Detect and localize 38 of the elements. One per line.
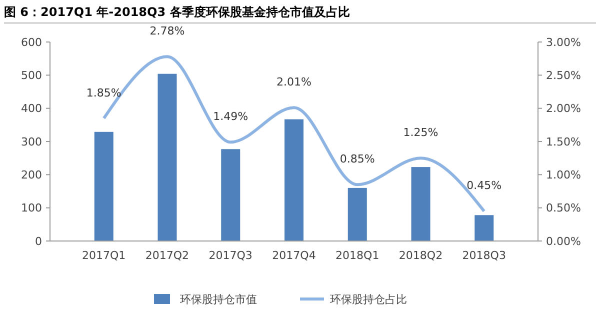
data-label: 2.01%: [276, 76, 312, 89]
y-tick-label: 200: [21, 168, 42, 182]
x-tick-label: 2017Q3: [208, 249, 252, 262]
y-tick-label: 0: [35, 234, 42, 248]
x-tick-label: 2018Q3: [462, 249, 506, 262]
data-label: 1.25%: [403, 126, 438, 140]
y2-tick-label: 2.50%: [546, 69, 581, 82]
y-tick-label: 600: [21, 36, 42, 49]
y-tick-label: 300: [21, 135, 42, 148]
bar: [411, 167, 430, 241]
y2-tick-label: 0.00%: [546, 234, 581, 248]
chart-title: 图 6：2017Q1 年-2018Q3 各季度环保股基金持仓市值及占比: [4, 5, 350, 19]
data-label: 0.45%: [466, 179, 502, 192]
y-tick-label: 400: [21, 102, 42, 116]
x-tick-label: 2017Q1: [82, 249, 126, 262]
bar: [221, 149, 240, 241]
bar: [158, 74, 177, 241]
legend-label: 环保股持仓占比: [330, 292, 407, 306]
x-tick-label: 2018Q2: [398, 249, 443, 262]
y2-tick-label: 1.00%: [546, 168, 581, 182]
data-label: 1.49%: [213, 110, 248, 124]
y2-tick-label: 2.00%: [546, 102, 581, 116]
y2-tick-label: 3.00%: [546, 36, 581, 49]
bar: [284, 119, 304, 241]
y2-tick-label: 0.50%: [546, 202, 581, 215]
x-tick-label: 2017Q2: [145, 249, 190, 262]
y-tick-label: 500: [21, 69, 42, 82]
bar: [94, 132, 114, 241]
data-label: 2.78%: [150, 24, 185, 38]
bar: [474, 215, 494, 241]
bar: [348, 188, 367, 241]
x-tick-label: 2018Q1: [336, 249, 380, 262]
x-tick-label: 2017Q4: [272, 249, 316, 262]
data-label: 0.85%: [340, 152, 375, 166]
legend-label: 环保股持仓市值: [180, 292, 257, 306]
y2-tick-label: 1.50%: [546, 135, 581, 148]
y-tick-label: 100: [21, 202, 42, 215]
data-label: 1.85%: [86, 86, 122, 100]
